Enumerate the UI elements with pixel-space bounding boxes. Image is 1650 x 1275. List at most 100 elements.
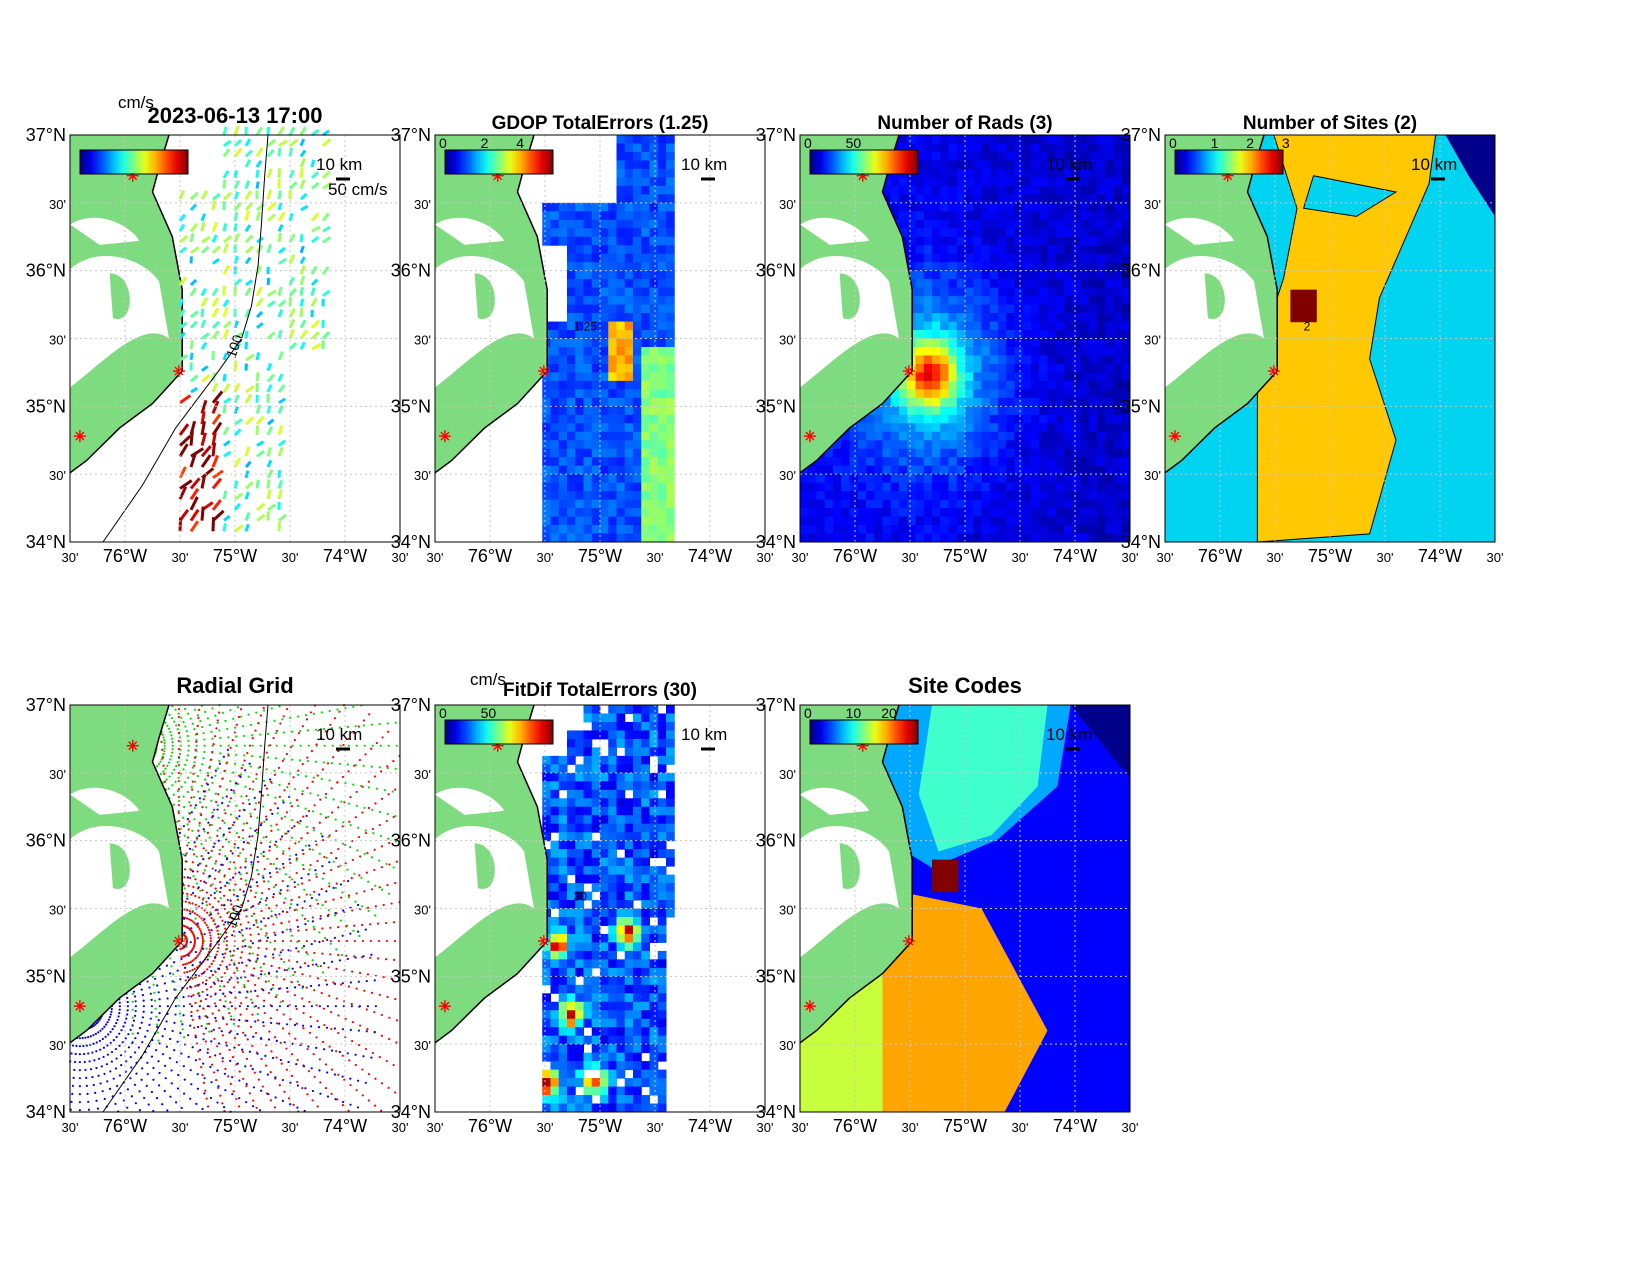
field-cell [616, 270, 626, 280]
field-cell [558, 959, 568, 969]
field-cell [948, 321, 958, 331]
field-cell [624, 815, 634, 825]
field-cell [1113, 143, 1123, 153]
field-cell [1113, 236, 1123, 246]
field-cell [1121, 372, 1131, 382]
site-marker [537, 935, 550, 948]
field-cell [666, 346, 675, 356]
field-cell [583, 891, 593, 901]
field-cell [1113, 151, 1123, 161]
field-cell [567, 270, 576, 280]
field-cell [550, 211, 560, 221]
field-cell [1105, 448, 1114, 458]
field-cell [657, 883, 667, 893]
field-cell [567, 849, 576, 859]
field-cell [591, 1086, 601, 1096]
field-cell [1113, 202, 1123, 212]
field-cell [1047, 380, 1057, 390]
field-cell [1072, 270, 1081, 280]
field-cell [666, 815, 675, 825]
field-cell [956, 245, 966, 255]
field-cell [874, 482, 883, 492]
field-cell [633, 533, 642, 543]
field-cell [624, 840, 634, 850]
field-cell [907, 270, 916, 280]
field-cell [600, 228, 609, 238]
field-cell [649, 321, 659, 331]
field-cell [591, 1044, 601, 1054]
field-cell [600, 533, 609, 543]
field-cell [600, 1001, 609, 1011]
lat-tick-label: 34°N [756, 1102, 796, 1122]
field-cell [550, 772, 560, 782]
field-cell [973, 389, 982, 399]
field-cell [1080, 262, 1090, 272]
field-cell [1080, 372, 1090, 382]
field-cell [1097, 151, 1106, 161]
field-cell [633, 798, 642, 808]
colorbar-tick-label: 10 [846, 705, 862, 721]
field-cell [608, 849, 617, 859]
field-cell [965, 499, 974, 509]
field-cell [542, 1103, 551, 1113]
field-cell [608, 840, 617, 850]
field-cell [624, 1018, 634, 1028]
field-cell [1113, 135, 1123, 144]
field-cell [1039, 304, 1048, 314]
field-cell [542, 508, 551, 518]
field-cell [824, 482, 834, 492]
field-cell [624, 211, 634, 221]
field-cell [550, 448, 560, 458]
field-cell [899, 423, 908, 433]
field-cell [1097, 211, 1106, 221]
field-cell [932, 228, 941, 238]
field-cell [608, 304, 617, 314]
field-cell [989, 296, 999, 306]
field-cell [542, 406, 551, 416]
field-cell [1014, 321, 1024, 331]
field-cell [1121, 363, 1131, 373]
field-cell [600, 798, 609, 808]
field-cell [956, 389, 966, 399]
field-cell [1055, 296, 1065, 306]
field-cell [616, 380, 626, 390]
field-cell [542, 202, 551, 212]
pamlico-sound [800, 255, 899, 388]
field-cell [550, 916, 560, 926]
lon-tick-label: 74°W [688, 546, 732, 566]
field-cell [641, 764, 650, 774]
field-cell [1055, 499, 1065, 509]
field-cell [1105, 465, 1114, 475]
field-cell [641, 1018, 650, 1028]
field-cell [915, 508, 925, 518]
field-cell [600, 380, 609, 390]
field-cell [575, 262, 584, 272]
field-cell [1113, 465, 1123, 475]
field-cell [641, 372, 650, 382]
field-cell [882, 533, 892, 543]
field-cell [641, 380, 650, 390]
field-cell [948, 279, 958, 289]
field-cell [542, 1052, 551, 1062]
field-cell [608, 228, 617, 238]
field-cell [1080, 508, 1090, 518]
field-cell [1064, 372, 1073, 382]
field-cell [1022, 321, 1032, 331]
field-cell [666, 721, 675, 731]
field-cell [1022, 177, 1032, 187]
field-cell [965, 185, 974, 195]
field-cell [989, 177, 999, 187]
field-cell [1097, 482, 1106, 492]
field-cell [616, 194, 626, 204]
field-cell [641, 135, 650, 144]
field-cell [1080, 253, 1090, 263]
field-cell [1097, 431, 1106, 441]
field-cell [608, 1095, 617, 1105]
field-cell [1113, 219, 1123, 229]
field-cell [1072, 304, 1081, 314]
field-cell [965, 491, 974, 501]
field-cell [932, 151, 941, 161]
field-cell [948, 160, 958, 170]
field-cell [583, 355, 593, 365]
field-cell [915, 499, 925, 509]
